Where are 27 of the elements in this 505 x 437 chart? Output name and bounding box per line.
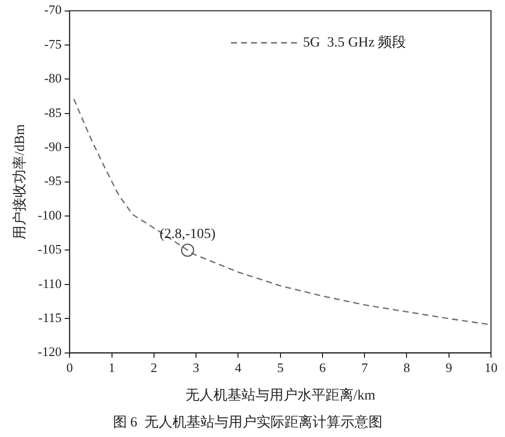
x-axis-title: 无人机基站与用户水平距离/km bbox=[185, 387, 376, 404]
text: 图 6 无人机基站与用户实际距离计算示意图 bbox=[112, 414, 382, 430]
x-tick-label: 5 bbox=[277, 360, 284, 376]
x-tick-label: 9 bbox=[446, 360, 452, 376]
y-tick-label: -120 bbox=[38, 344, 62, 360]
legend-label: 5G 3.5 GHz 频段 bbox=[303, 34, 406, 50]
y-tick-label: -105 bbox=[38, 242, 62, 257]
x-tick-label: 10 bbox=[484, 360, 498, 376]
x-tick-label: 0 bbox=[66, 360, 73, 376]
x-tick-label: 2 bbox=[150, 360, 158, 376]
y-tick-label: -115 bbox=[38, 310, 62, 326]
y-tick-label: -100 bbox=[38, 207, 62, 222]
y-tick-label: -110 bbox=[38, 276, 62, 291]
y-tick-label: -70 bbox=[44, 2, 62, 18]
y-tick-label: -85 bbox=[44, 104, 62, 120]
x-tick-label: 4 bbox=[234, 360, 242, 376]
y-axis-title: 用户接收功率/dBm bbox=[12, 124, 28, 240]
x-tick-label: 7 bbox=[361, 360, 368, 376]
x-tick-label: 3 bbox=[192, 360, 200, 376]
y-tick-label: -90 bbox=[44, 139, 62, 154]
x-tick-label: 1 bbox=[108, 360, 116, 376]
y-tick-label: -95 bbox=[44, 173, 62, 188]
y-tick-label: -80 bbox=[44, 70, 62, 86]
x-tick-label: 8 bbox=[403, 360, 410, 376]
y-tick-label: -75 bbox=[44, 36, 62, 52]
x-tick-label: 6 bbox=[319, 360, 326, 376]
annotation: (2.8,-105) bbox=[160, 226, 216, 242]
